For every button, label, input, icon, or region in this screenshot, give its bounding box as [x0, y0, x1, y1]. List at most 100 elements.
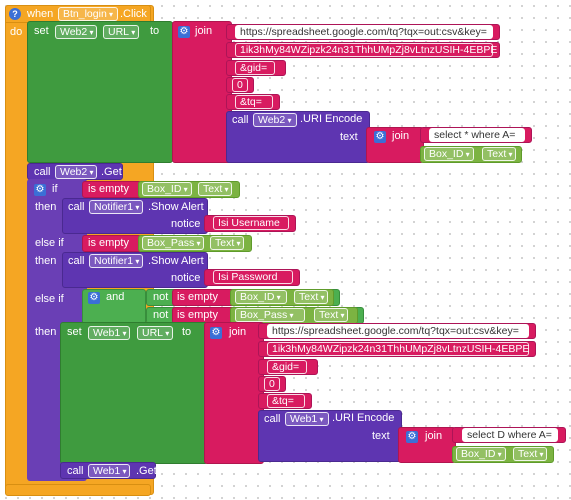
join-label: join: [229, 326, 247, 338]
getter-property-dropdown[interactable]: Text: [513, 447, 547, 461]
show-alert-block[interactable]: [62, 198, 208, 234]
uri-encode-block[interactable]: [226, 111, 370, 163]
join-label: join: [425, 430, 443, 442]
set-web2-url-block[interactable]: [27, 21, 173, 163]
text-string-url[interactable]: https://spreadsheet.google.com/tq?tqx=ou…: [235, 25, 493, 39]
not-label: not: [153, 309, 169, 321]
then-label: then: [35, 326, 57, 338]
join-label: join: [392, 130, 410, 142]
help-icon[interactable]: ?: [9, 8, 21, 20]
text-string-query[interactable]: select * where A=: [429, 128, 525, 142]
get-method-label: .Get: [101, 166, 122, 178]
getter-component-dropdown[interactable]: Box_Pass: [235, 308, 305, 322]
getter-component-dropdown[interactable]: Box_ID: [456, 447, 506, 461]
uri-encode-method-label: .URI Encode: [300, 113, 363, 125]
getter-property-dropdown[interactable]: Text: [210, 236, 244, 250]
text-string-key[interactable]: 1ik3hMy84WZipzk24n31ThhUMpZj8vLtnzUSIH-4…: [235, 43, 497, 57]
gear-icon[interactable]: ⚙: [178, 26, 190, 38]
text-string-tq[interactable]: &tq=: [235, 95, 273, 109]
is-empty-label: is empty: [88, 237, 129, 249]
set-property-dropdown[interactable]: URL: [103, 25, 139, 39]
getter-property-dropdown[interactable]: Text: [482, 147, 516, 161]
text-block[interactable]: [258, 359, 318, 375]
join-label: join: [195, 25, 213, 37]
if-label: if: [52, 183, 58, 195]
text-block[interactable]: [226, 60, 286, 76]
gear-icon[interactable]: ⚙: [88, 292, 100, 304]
text-block[interactable]: [204, 215, 296, 232]
text-block[interactable]: [204, 269, 300, 286]
join-block[interactable]: [204, 322, 264, 464]
gear-icon[interactable]: ⚙: [374, 131, 386, 143]
text-string-tq[interactable]: &tq=: [267, 394, 305, 408]
gear-icon[interactable]: ⚙: [210, 327, 222, 339]
to-label: to: [150, 25, 160, 37]
gear-icon[interactable]: ⚙: [34, 184, 46, 196]
not-label: not: [153, 291, 169, 303]
get-method-label: .Get: [136, 465, 157, 477]
then-label: then: [35, 201, 57, 213]
notice-param-label: notice: [171, 272, 201, 284]
text-string-gid[interactable]: &gid=: [267, 360, 307, 374]
text-string-zero[interactable]: 0: [264, 377, 280, 391]
get-component-dropdown[interactable]: Web2: [55, 165, 97, 179]
getter-component-dropdown[interactable]: Box_ID: [142, 182, 192, 196]
call-label: call: [264, 413, 281, 425]
event-footer: [5, 484, 151, 496]
set-component-dropdown[interactable]: Web2: [55, 25, 97, 39]
set-property-dropdown[interactable]: URL: [137, 326, 173, 340]
text-block[interactable]: [258, 393, 312, 409]
and-label: and: [106, 291, 125, 303]
text-string-query[interactable]: select D where A=: [462, 428, 558, 442]
uri-encode-block[interactable]: [258, 410, 402, 462]
when-label: when: [27, 8, 54, 20]
show-alert-method-label: .Show Alert: [148, 255, 204, 267]
else-if-label: else if: [35, 237, 64, 249]
getter-component-dropdown[interactable]: Box_Pass: [142, 236, 204, 250]
is-empty-label: is empty: [177, 309, 218, 321]
getter-property-dropdown[interactable]: Text: [294, 290, 328, 304]
getter-property-dropdown[interactable]: Text: [314, 308, 348, 322]
do-label: do: [10, 26, 23, 38]
text-string-key[interactable]: 1ik3hMy84WZipzk24n31ThhUMpZj8vLtnzUSIH-4…: [267, 342, 529, 356]
getter-property-dropdown[interactable]: Text: [198, 182, 232, 196]
text-param-label: text: [340, 131, 358, 143]
notice-param-label: notice: [171, 218, 201, 230]
gear-icon[interactable]: ⚙: [406, 431, 418, 443]
getter-component-dropdown[interactable]: Box_ID: [424, 147, 474, 161]
uri-component-dropdown[interactable]: Web1: [285, 412, 329, 426]
join-block[interactable]: [172, 21, 232, 163]
call-label: call: [68, 255, 85, 267]
set-component-dropdown[interactable]: Web1: [88, 326, 130, 340]
set-web1-url-block[interactable]: [60, 322, 208, 464]
event-name-label: .Click: [120, 8, 147, 20]
text-string-message[interactable]: Isi Username: [213, 216, 289, 230]
to-label: to: [182, 326, 192, 338]
uri-component-dropdown[interactable]: Web2: [253, 113, 297, 127]
text-param-label: text: [372, 430, 390, 442]
is-empty-label: is empty: [88, 183, 129, 195]
text-string-message[interactable]: Isi Password: [213, 270, 293, 284]
text-string-gid[interactable]: &gid=: [235, 61, 275, 75]
set-label: set: [34, 25, 49, 37]
text-block[interactable]: [258, 341, 536, 357]
uri-encode-method-label: .URI Encode: [332, 412, 395, 424]
notifier-component-dropdown[interactable]: Notifier1: [89, 200, 143, 214]
is-empty-label: is empty: [177, 291, 218, 303]
call-label: call: [34, 166, 51, 178]
event-component-dropdown[interactable]: Btn_login: [58, 7, 118, 21]
get-component-dropdown[interactable]: Web1: [88, 464, 130, 478]
text-block[interactable]: [226, 94, 280, 110]
text-block[interactable]: [226, 42, 500, 58]
set-label: set: [67, 326, 82, 338]
notifier-component-dropdown[interactable]: Notifier1: [89, 254, 143, 268]
else-if-label: else if: [35, 293, 64, 305]
call-label: call: [232, 114, 249, 126]
getter-component-dropdown[interactable]: Box_ID: [235, 290, 287, 304]
call-label: call: [68, 201, 85, 213]
call-label: call: [67, 465, 84, 477]
text-string-zero[interactable]: 0: [232, 78, 248, 92]
text-string-url[interactable]: https://spreadsheet.google.com/tq?tqx=ou…: [267, 324, 529, 338]
join-block[interactable]: [398, 427, 456, 463]
then-label: then: [35, 255, 57, 267]
